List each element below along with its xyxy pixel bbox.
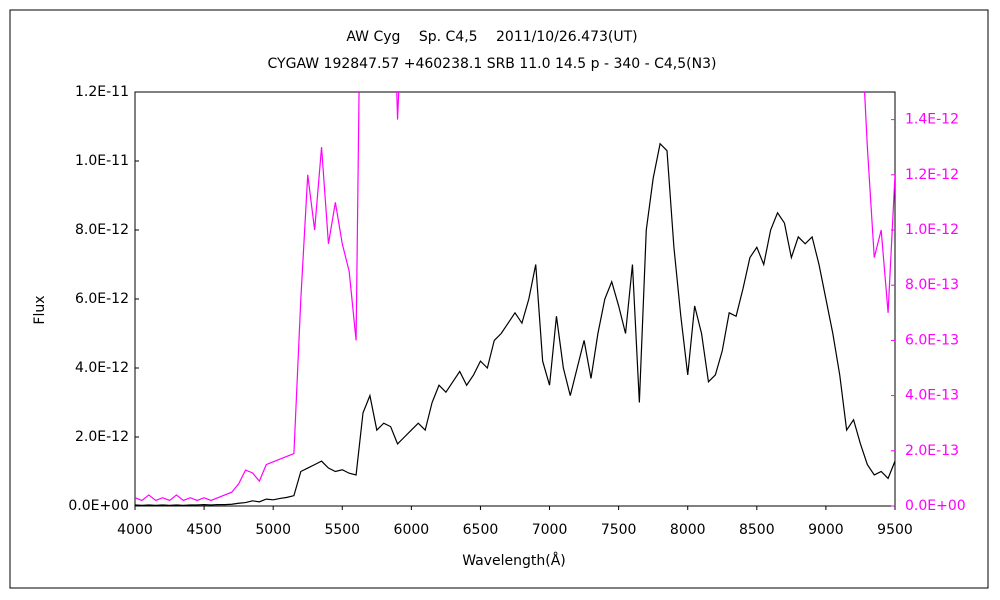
y-tick-label: 4.0E-12 bbox=[75, 360, 129, 376]
y2-tick-label: 0.0E+00 bbox=[905, 498, 966, 514]
x-tick-label: 7000 bbox=[532, 522, 568, 538]
x-tick-label: 5000 bbox=[255, 522, 291, 538]
x-tick-label: 6500 bbox=[463, 522, 499, 538]
x-tick-label: 8500 bbox=[739, 522, 775, 538]
y-tick-label: 0.0E+00 bbox=[68, 498, 129, 514]
y-tick-label: 1.0E-11 bbox=[75, 153, 129, 169]
y-tick-label: 1.2E-11 bbox=[75, 84, 129, 100]
x-tick-label: 4000 bbox=[117, 522, 153, 538]
plot-area bbox=[134, 91, 896, 507]
chart-title: AW Cyg Sp. C4,5 2011/10/26.473(UT) bbox=[346, 29, 637, 45]
y-tick-label: 6.0E-12 bbox=[75, 291, 129, 307]
y-tick-label: 8.0E-12 bbox=[75, 222, 129, 238]
x-tick-label: 7500 bbox=[601, 522, 637, 538]
chart-subtitle: CYGAW 192847.57 +460238.1 SRB 11.0 14.5 … bbox=[268, 56, 717, 72]
y2-tick-label: 8.0E-13 bbox=[905, 277, 959, 293]
y2-tick-label: 1.4E-12 bbox=[905, 112, 959, 128]
y2-tick-label: 2.0E-13 bbox=[905, 443, 959, 459]
y2-tick-label: 4.0E-13 bbox=[905, 388, 959, 404]
series-line bbox=[135, 142, 895, 506]
y-tick-label: 2.0E-12 bbox=[75, 429, 129, 445]
x-tick-label: 5500 bbox=[324, 522, 360, 538]
series-line bbox=[135, 92, 895, 502]
x-axis-label: Wavelength(Å) bbox=[462, 552, 566, 569]
x-tick-label: 9500 bbox=[877, 522, 913, 538]
x-tick-label: 8000 bbox=[670, 522, 706, 538]
y2-tick-label: 1.0E-12 bbox=[905, 222, 959, 238]
y-axis-label: Flux bbox=[32, 295, 48, 324]
y2-tick-label: 6.0E-13 bbox=[905, 332, 959, 348]
x-tick-label: 9000 bbox=[808, 522, 844, 538]
x-tick-label: 4500 bbox=[186, 522, 222, 538]
x-tick-label: 6000 bbox=[394, 522, 430, 538]
y2-tick-label: 1.2E-12 bbox=[905, 167, 959, 183]
